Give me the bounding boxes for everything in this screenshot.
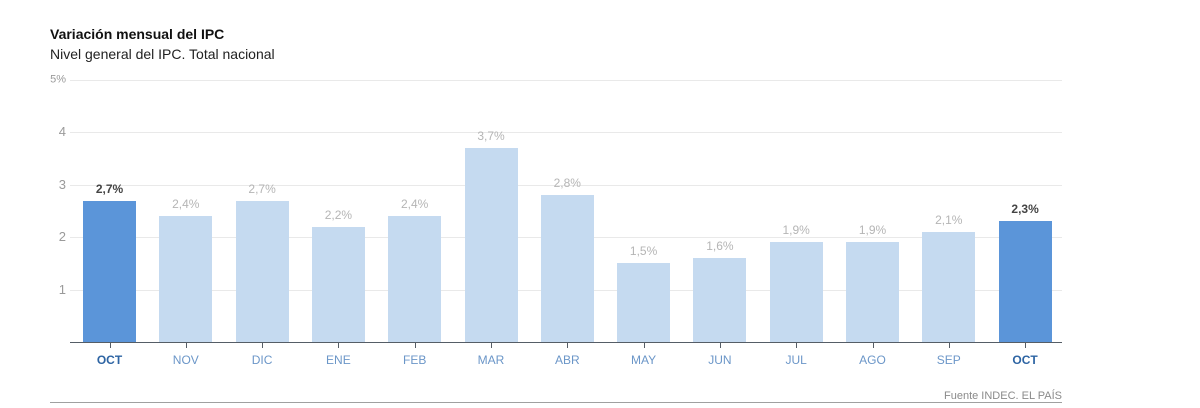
- y-tick-label: 1: [58, 281, 66, 297]
- x-tick-label: AGO: [859, 353, 886, 367]
- bar-oct-0[interactable]: [83, 200, 136, 342]
- bar-mar-5[interactable]: [464, 148, 518, 342]
- x-tick-label: ENE: [326, 353, 351, 367]
- bar-value-label: 1,6%: [706, 239, 734, 254]
- chart-subtitle: Nivel general del IPC. Total nacional: [50, 46, 275, 62]
- gridline: [70, 185, 1062, 186]
- x-tick: [110, 343, 111, 348]
- bar-value-label: 2,7%: [248, 181, 276, 196]
- y-tick-label: 4: [58, 123, 66, 139]
- x-tick-label: NOV: [172, 353, 199, 367]
- bar-value-label: 2,7%: [95, 181, 124, 196]
- bar-value-label: 2,4%: [172, 197, 200, 212]
- bar-jul-9[interactable]: [769, 242, 823, 342]
- bar-feb-4[interactable]: [388, 216, 442, 342]
- x-tick-label: SEP: [936, 353, 961, 367]
- x-tick: [796, 343, 797, 348]
- bar-nov-1[interactable]: [159, 216, 213, 342]
- x-tick: [644, 343, 645, 348]
- x-tick-label: OCT: [1012, 353, 1038, 367]
- x-tick-label: ABR: [554, 353, 580, 367]
- x-tick-label: MAY: [631, 353, 657, 367]
- x-tick: [415, 343, 416, 348]
- bar-abr-6[interactable]: [540, 195, 594, 342]
- y-tick-label: 3: [58, 176, 66, 192]
- x-tick: [567, 343, 568, 348]
- bar-ago-10[interactable]: [846, 242, 899, 342]
- footer-divider: [50, 402, 1062, 403]
- x-tick-label: MAR: [477, 353, 505, 367]
- source-credit: Fuente INDEC. EL PAÍS: [944, 390, 1062, 402]
- bar-value-label: 2,8%: [553, 176, 581, 191]
- y-tick-label: 2: [58, 228, 66, 244]
- x-tick: [720, 343, 721, 348]
- bar-value-label: 2,2%: [324, 207, 353, 222]
- bar-value-label: 2,1%: [935, 212, 963, 227]
- bar-may-7[interactable]: [617, 263, 671, 342]
- x-tick: [338, 343, 339, 348]
- x-tick: [491, 343, 492, 348]
- x-tick: [873, 343, 874, 348]
- chart-title: Variación mensual del IPC: [50, 26, 225, 42]
- x-tick: [1025, 343, 1026, 348]
- bar-jun-8[interactable]: [693, 258, 747, 342]
- bar-dic-2[interactable]: [235, 200, 289, 342]
- bar-value-label: 1,9%: [782, 223, 810, 238]
- x-axis-line: [70, 342, 1062, 343]
- x-tick-label: FEB: [403, 353, 427, 367]
- x-tick: [186, 343, 187, 348]
- x-tick: [262, 343, 263, 348]
- gridline: [70, 132, 1062, 133]
- bar-value-label: 1,9%: [858, 223, 887, 238]
- x-tick-label: DIC: [251, 353, 273, 367]
- x-tick-label: OCT: [96, 353, 123, 367]
- x-tick-label: JUL: [785, 353, 807, 367]
- x-tick-label: JUN: [708, 353, 732, 367]
- y-tick-label: 5%: [50, 73, 66, 86]
- bar-value-label: 1,5%: [629, 244, 658, 259]
- gridline: [70, 80, 1062, 81]
- bar-ene-3[interactable]: [311, 226, 365, 342]
- bar-value-label: 2,4%: [401, 197, 429, 212]
- bar-value-label: 3,7%: [477, 129, 505, 144]
- bar-oct-12[interactable]: [998, 221, 1052, 342]
- bar-sep-11[interactable]: [922, 231, 976, 342]
- x-tick: [949, 343, 950, 348]
- bar-value-label: 2,3%: [1011, 202, 1039, 217]
